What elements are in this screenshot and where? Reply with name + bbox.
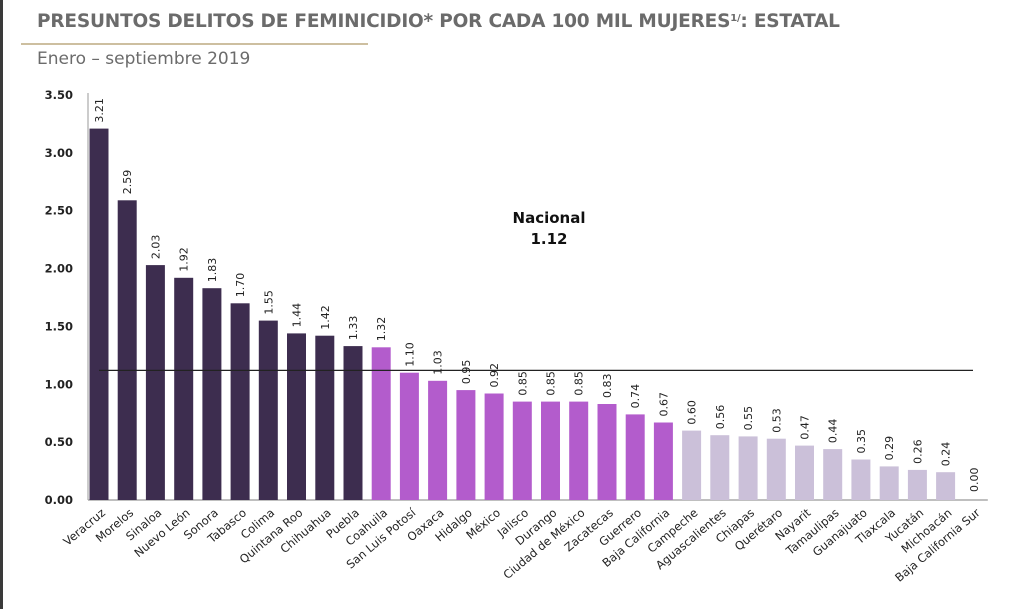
chart-title-suffix: : ESTATAL [740,11,840,32]
bar [653,422,673,500]
bar [428,380,448,500]
bar-value-label: 1.10 [403,342,416,367]
bar [117,200,137,501]
bar [851,459,871,500]
y-tick-label: 2.50 [45,204,73,218]
bar-value-label: 1.32 [375,317,388,342]
bar-value-label: 0.26 [911,439,924,464]
chart-title: PRESUNTOS DELITOS DE FEMINICIDIO* POR CA… [37,11,840,32]
bar-value-label: 0.35 [855,429,868,454]
bar-value-label: 1.42 [319,305,332,330]
bar-value-label: 1.70 [234,273,247,298]
y-tick-label: 0.00 [45,493,73,507]
bar [766,438,786,500]
bar-value-label: 1.33 [347,316,360,341]
chart-subtitle: Enero – septiembre 2019 [37,49,251,69]
value-labels-group: 3.21 2.59 2.03 1.92 1.83 1.70 1.55 1.44 1.42 1.33… [93,98,981,492]
y-axis-ticks: 0.00 0.50 1.00 1.50 2.00 2.50 3.00 3.50 [45,88,73,507]
bar-value-label: 0.00 [968,468,981,493]
bar [258,320,278,500]
bar-value-label: 0.67 [657,392,670,417]
bar [315,335,335,500]
bar [682,430,702,500]
bar-value-label: 2.59 [121,170,134,195]
bar-value-label: 0.92 [488,363,501,388]
bar [879,466,899,500]
bar-value-label: 0.60 [686,400,699,425]
title-divider [21,43,368,45]
bar [512,401,532,500]
bar [456,390,476,500]
national-value: 1.12 [530,230,567,248]
bar [89,128,109,500]
chart-title-main: PRESUNTOS DELITOS DE FEMINICIDIO* POR CA… [37,11,731,32]
bar [795,445,814,500]
bar-value-label: 0.74 [629,384,642,409]
bar-value-label: 1.44 [291,303,304,328]
bar-value-label: 0.95 [460,360,473,385]
bars-group [89,128,956,501]
bar [343,346,363,500]
bar-value-label: 0.29 [883,436,896,461]
window-left-border [0,0,3,609]
bar-value-label: 0.85 [573,371,586,396]
bar-value-label: 1.03 [432,350,445,375]
bar-value-label: 0.56 [714,405,727,430]
bar [597,404,617,500]
bar-value-label: 1.92 [178,247,191,272]
bar [625,414,645,500]
bar-value-label: 1.83 [206,258,219,283]
bar [907,469,927,500]
bar-value-label: 0.24 [940,442,953,467]
bar [738,436,758,500]
bar-value-label: 2.03 [149,235,162,260]
bar-value-label: 0.85 [545,371,558,396]
bar [145,265,165,500]
national-label: Nacional [513,209,586,227]
bar-value-label: 1.55 [262,290,275,315]
bar [230,303,250,500]
bar [710,435,730,500]
bar [399,372,419,500]
bar [371,347,391,500]
bar-value-label: 0.47 [799,415,812,440]
y-tick-label: 1.50 [45,319,73,333]
bar [202,288,222,500]
chart-title-footnote-mark: 1/ [730,13,741,24]
bar [541,401,560,500]
y-tick-label: 3.00 [45,146,73,160]
bar [823,449,843,500]
bar-value-label: 0.55 [742,406,755,431]
bar [569,401,589,500]
bar-value-label: 0.85 [516,371,529,396]
bar [936,472,956,500]
bar [287,333,306,500]
y-tick-label: 2.00 [45,262,73,276]
bar-value-label: 0.83 [601,374,614,399]
bar-value-label: 0.53 [770,408,783,433]
y-tick-label: 0.50 [45,435,73,449]
bar [174,277,194,500]
y-tick-label: 1.00 [45,377,73,391]
y-tick-label: 3.50 [45,88,73,102]
bar-value-label: 3.21 [93,98,106,123]
bar-value-label: 0.44 [827,419,840,444]
bar [484,393,504,500]
